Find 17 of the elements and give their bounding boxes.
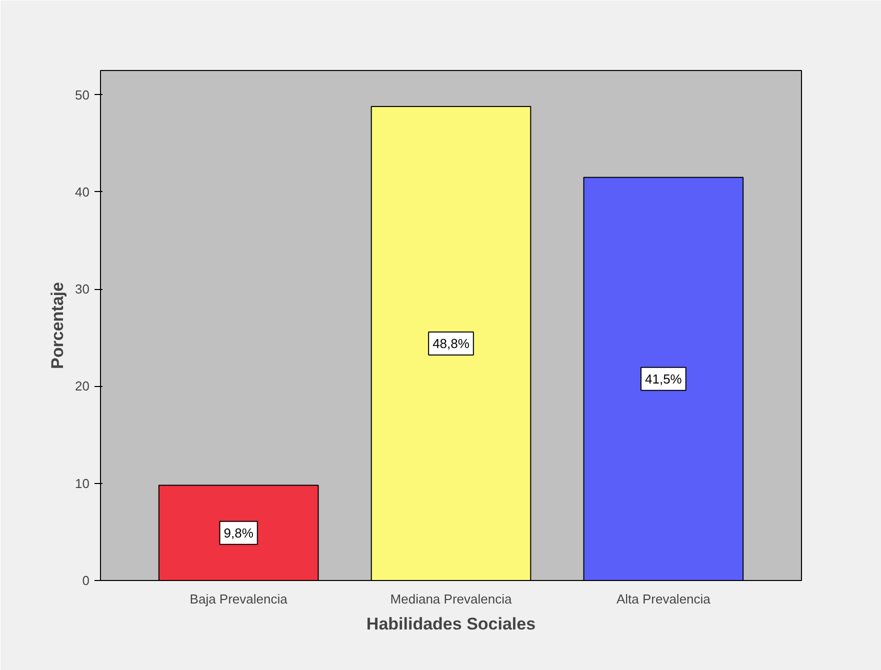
y-tick-label: 10 (75, 476, 90, 491)
x-tick-label: Alta Prevalencia (616, 592, 712, 606)
y-tick-label: 30 (75, 282, 90, 297)
y-tick-label: 50 (75, 87, 90, 102)
bar (158, 484, 319, 580)
bar (370, 106, 532, 580)
x-tick-label: Baja Prevalencia (190, 592, 288, 606)
data-label: 41,5% (644, 371, 682, 386)
x-axis-title: Habilidades Sociales (366, 614, 536, 634)
bar (583, 176, 744, 580)
x-tick-label: Mediana Prevalencia (390, 592, 512, 606)
data-label: 9,8% (224, 525, 254, 540)
y-axis-title: Porcentaje (48, 282, 68, 369)
data-label: 48,8% (432, 336, 470, 351)
y-tick-label: 0 (82, 573, 90, 588)
y-tick-label: 20 (75, 378, 90, 394)
y-tick-label: 40 (75, 184, 90, 200)
